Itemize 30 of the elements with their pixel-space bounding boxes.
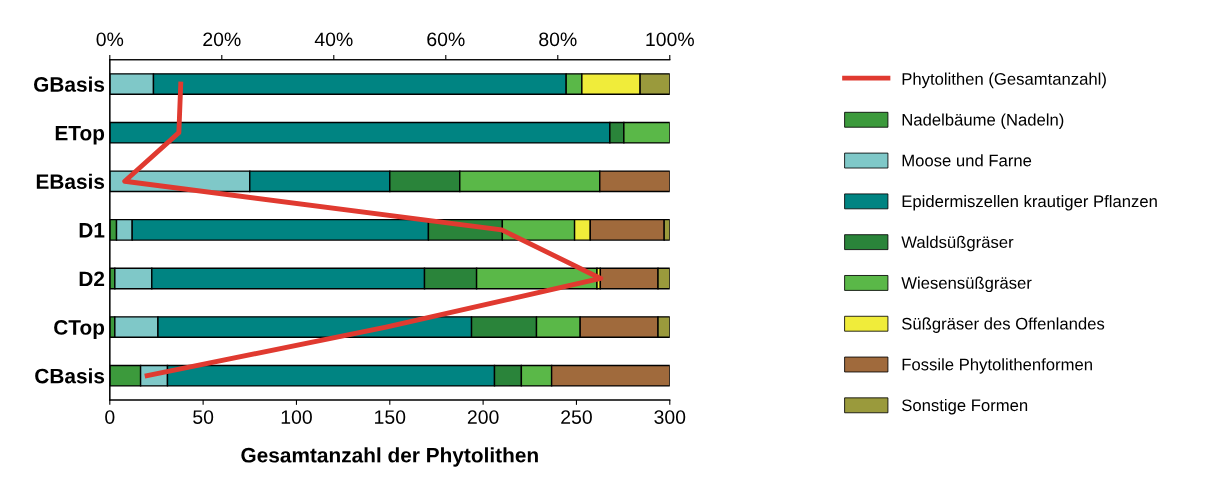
y-tick-label: D2: [79, 271, 105, 287]
legend-label: Süßgräser des Offenlandes: [902, 317, 1105, 333]
x-tick-label: 200: [467, 410, 499, 424]
legend-label: Phytolithen (Gesamtanzahl): [902, 72, 1106, 89]
x2-tick-label: 100%: [646, 32, 694, 47]
y-tick-label: CTop: [54, 320, 105, 339]
legend-label: Waldsüßgräser: [901, 235, 1014, 252]
legend-label: Fossile Phytolithenformen: [902, 358, 1092, 374]
x-tick-label: 300: [654, 410, 686, 424]
legend-label: Epidermiszellen krautiger Pflanzen: [902, 194, 1157, 211]
x2-tick-label: 60%: [427, 32, 465, 47]
y-tick-label: ETop: [55, 125, 105, 145]
y-tick-label: GBasis: [34, 76, 105, 92]
x2-tick-label: 20%: [203, 32, 241, 47]
x2-tick-label: 40%: [314, 32, 353, 47]
legend-label: Wiesensüßgräser: [901, 276, 1032, 293]
y-tick-label: D1: [79, 223, 105, 238]
x-axis-title: Gesamtanzahl der Phytolithen: [241, 447, 538, 467]
x-tick-label: 250: [561, 410, 592, 424]
x-tick-label: 100: [281, 410, 312, 424]
x-tick-label: 50: [193, 410, 214, 424]
y-tick-label: CBasis: [35, 368, 105, 384]
x2-tick-label: 0%: [96, 32, 124, 47]
y-tick-label: EBasis: [36, 173, 105, 190]
x-tick-label: 0: [105, 410, 115, 424]
legend-label: Moose und Farne: [902, 154, 1032, 167]
x2-tick-label: 80%: [539, 32, 577, 47]
legend-label: Nadelbäume (Nadeln): [902, 113, 1064, 129]
legend-label: Sonstige Formen: [902, 398, 1028, 415]
x-tick-label: 150: [375, 410, 406, 424]
